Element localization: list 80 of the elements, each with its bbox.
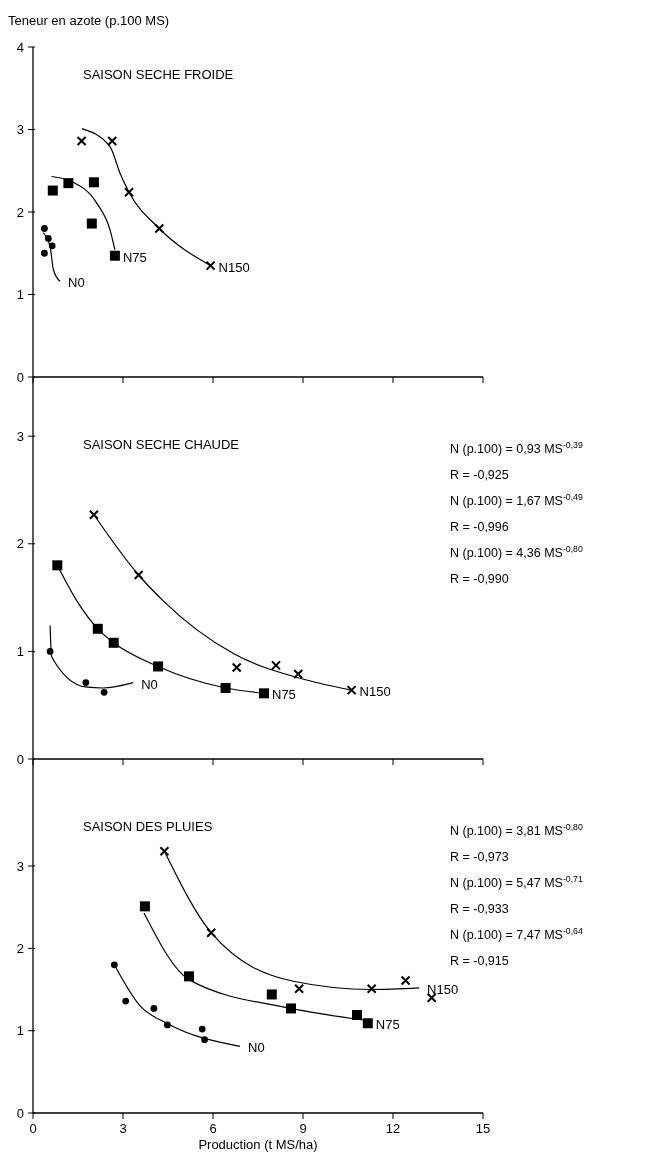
x-tick-label: 9 <box>299 1121 307 1136</box>
point <box>362 1018 373 1029</box>
text: SAISON DES PLUIES <box>83 819 213 834</box>
y-axis-title: Teneur en azote (p.100 MS) <box>8 13 170 28</box>
text: SAISON SECHE CHAUDE <box>83 437 240 452</box>
annotation: N150 <box>218 259 250 275</box>
point <box>154 223 165 234</box>
annotation: N75 <box>375 1017 400 1033</box>
point <box>76 136 87 147</box>
point <box>124 187 134 198</box>
y-tick-label: 0 <box>16 1105 24 1121</box>
y-tick-label: 1 <box>16 287 24 303</box>
point <box>231 662 242 673</box>
point <box>366 983 377 994</box>
annotation: N150 <box>359 684 391 700</box>
point <box>88 509 99 520</box>
y-tick-label: 2 <box>16 940 24 956</box>
annotation: R = -0,973 <box>450 850 509 864</box>
point <box>259 688 269 699</box>
x-tick-label: 15 <box>475 1121 491 1136</box>
x-tick-label: 0 <box>29 1121 37 1136</box>
y-tick-label: 4 <box>16 39 24 55</box>
annotation: N0 <box>248 1040 265 1056</box>
annotation: R = -0,925 <box>450 468 509 482</box>
text: SAISON SECHE FROIDE <box>83 67 234 82</box>
point <box>266 989 277 1000</box>
annotation: N (p.100) = 3,81 MS$^{-0,80}$ <box>450 822 583 838</box>
annotation: N (p.100) = 0,93 MS$^{-0,39}$ <box>450 440 583 456</box>
annotation: N (p.100) = 1,67 MS$^{-0,49}$ <box>450 492 583 508</box>
point <box>133 569 144 580</box>
annotation: N (p.100) = 5,47 MS$^{-0,71}$ <box>450 874 583 890</box>
annotation: N75 <box>122 249 147 265</box>
y-tick-label: 1 <box>16 1023 24 1039</box>
point <box>293 668 304 679</box>
point <box>122 997 130 1005</box>
annotation: N (p.100) = 7,47 MS$^{-0,64}$ <box>450 926 583 942</box>
annotation: R = -0,990 <box>450 572 509 586</box>
point <box>271 660 281 671</box>
y-tick-label: 1 <box>16 643 24 659</box>
point <box>41 249 48 257</box>
point <box>52 560 63 571</box>
annotation: N0 <box>68 275 85 291</box>
y-tick-label: 3 <box>16 858 24 874</box>
point <box>100 688 108 696</box>
annotation: R = -0,933 <box>450 902 509 916</box>
point <box>346 685 357 696</box>
point <box>47 185 58 196</box>
x-tick-label: 6 <box>209 1121 217 1136</box>
point <box>294 983 305 994</box>
y-tick-label: 0 <box>16 369 24 385</box>
point <box>150 1005 158 1012</box>
point <box>205 260 216 271</box>
annotation: N (p.100) = 4,36 MS$^{-0,80}$ <box>450 544 583 560</box>
x-tick-label: 12 <box>385 1121 401 1136</box>
y-tick-label: 3 <box>16 428 24 444</box>
y-tick-label: 2 <box>16 536 24 552</box>
point <box>109 250 120 261</box>
x-tick-label: 3 <box>119 1121 127 1136</box>
point <box>107 136 118 147</box>
line-series <box>81 128 212 267</box>
point <box>400 975 411 986</box>
annotation: N150 <box>427 981 459 997</box>
annotation: R = -0,996 <box>450 520 509 534</box>
annotation: R = -0,915 <box>450 954 509 968</box>
point <box>82 679 90 686</box>
x-axis-title: Production (t MS/ha) <box>198 1137 318 1152</box>
point <box>86 218 97 229</box>
point <box>198 1025 206 1033</box>
y-tick-label: 0 <box>16 751 24 767</box>
annotation: N0 <box>141 676 158 692</box>
point <box>88 177 99 188</box>
point <box>159 846 170 857</box>
line-series <box>163 850 420 991</box>
point <box>139 901 150 912</box>
point <box>41 225 48 232</box>
annotation: N75 <box>272 687 296 703</box>
y-tick-label: 3 <box>16 122 24 138</box>
line-series <box>93 514 353 691</box>
point <box>206 927 217 938</box>
y-tick-label: 2 <box>16 204 24 220</box>
